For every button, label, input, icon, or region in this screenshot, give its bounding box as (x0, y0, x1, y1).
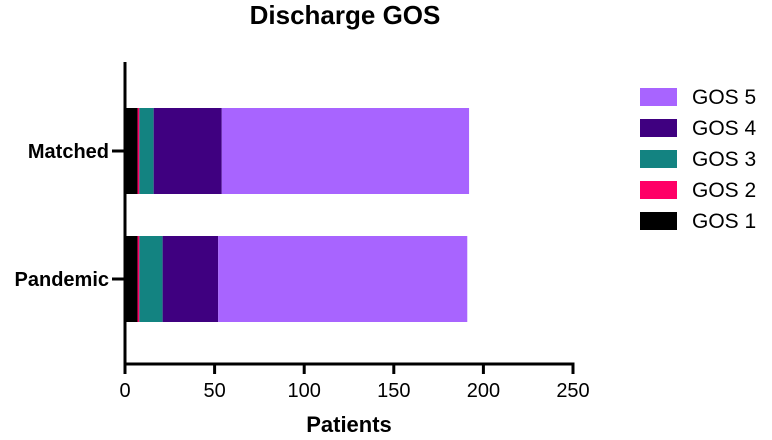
legend-label-gos-5: GOS 5 (692, 86, 756, 109)
bar-pandemic-gos-2 (137, 236, 140, 322)
x-tick-label: 100 (288, 380, 321, 402)
legend-swatch-gos-3 (640, 150, 677, 168)
legend-swatch-gos-5 (640, 88, 677, 106)
legend-label-gos-2: GOS 2 (692, 179, 756, 202)
bar-matched-gos-4 (153, 108, 222, 194)
x-tick-label: 200 (467, 380, 500, 402)
legend-label-gos-1: GOS 1 (692, 210, 756, 233)
chart-title: Discharge GOS (250, 0, 441, 30)
bar-pandemic-gos-3 (139, 236, 163, 322)
category-label-matched: Matched (28, 141, 109, 163)
bar-pandemic-gos-4 (162, 236, 219, 322)
legend: GOS 5 GOS 4 GOS 3 GOS 2 GOS 1 (640, 86, 757, 233)
bar-matched-gos-1 (125, 108, 138, 194)
x-tick-label: 50 (203, 380, 225, 402)
legend-label-gos-3: GOS 3 (692, 148, 756, 171)
bar-pandemic-gos-1 (125, 236, 138, 322)
bar-pandemic-gos-5 (218, 236, 468, 322)
x-axis-title: Patients (306, 412, 392, 437)
x-tick-label: 150 (377, 380, 410, 402)
legend-swatch-gos-2 (640, 181, 677, 199)
bar-matched-gos-2 (137, 108, 140, 194)
x-tick-label: 0 (119, 380, 130, 402)
bars-layer (125, 108, 470, 322)
bar-matched-gos-5 (221, 108, 470, 194)
bar-matched-gos-3 (139, 108, 154, 194)
axes-layer: 0 50 100 150 200 250 Matched Pandemic (15, 62, 590, 402)
category-label-pandemic: Pandemic (15, 269, 109, 291)
legend-swatch-gos-4 (640, 119, 677, 137)
x-tick-label: 250 (556, 380, 589, 402)
legend-label-gos-4: GOS 4 (692, 117, 757, 140)
legend-swatch-gos-1 (640, 212, 677, 230)
